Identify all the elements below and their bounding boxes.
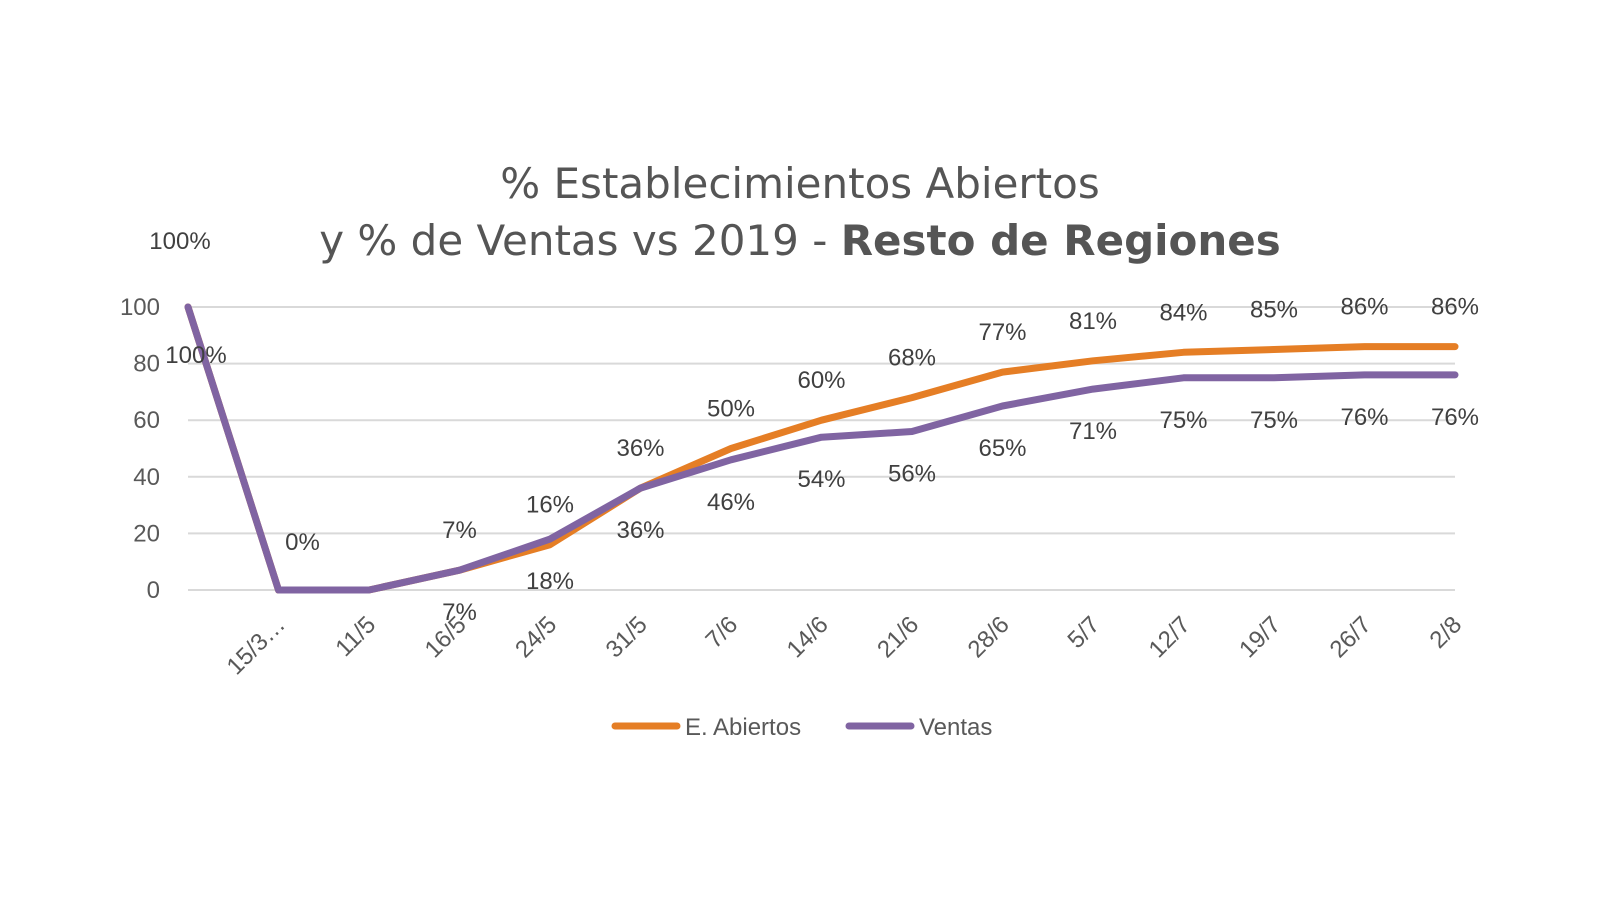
x-tick-label: 19/7: [1234, 611, 1286, 663]
data-label: 75%: [1159, 407, 1207, 434]
x-tick-label: 12/7: [1144, 611, 1196, 663]
x-tick-label: 31/5: [601, 611, 653, 663]
series-lines: [184, 303, 1459, 594]
y-tick-label: 0: [147, 577, 160, 604]
chart-title: % Establecimientos Abiertos y % de Venta…: [319, 159, 1281, 265]
data-label: 100%: [165, 342, 226, 369]
legend-label: E. Abiertos: [685, 714, 801, 741]
chart-title-line2-regular: y % de Ventas vs 2019 -: [319, 216, 841, 265]
data-label: 7%: [442, 517, 477, 544]
data-label: 81%: [1069, 308, 1117, 335]
legend-label: Ventas: [919, 714, 992, 741]
data-label: 76%: [1340, 404, 1388, 431]
data-label: 68%: [888, 345, 936, 372]
data-label: 50%: [707, 396, 755, 423]
x-tick-label: 5/7: [1063, 611, 1106, 654]
data-label: 77%: [978, 319, 1026, 346]
data-label: 86%: [1431, 294, 1479, 321]
x-tick-label: 2/8: [1425, 611, 1468, 654]
data-label: 56%: [888, 461, 936, 488]
data-label: 46%: [707, 489, 755, 516]
x-tick-label: 15/3…: [222, 611, 291, 680]
legend: E. Abiertos Ventas: [611, 714, 992, 741]
data-labels: 100% 0% 7% 16% 36% 50% 60% 68% 77% 81% 84% 85% 86% 86…: [149, 228, 1479, 626]
data-label: 36%: [616, 435, 664, 462]
data-label: 18%: [526, 568, 574, 595]
y-tick-label: 40: [133, 464, 160, 491]
data-label: 86%: [1340, 294, 1388, 321]
y-tick-label: 20: [133, 520, 160, 547]
data-label: 75%: [1250, 407, 1298, 434]
data-label: 36%: [616, 517, 664, 544]
data-label: 76%: [1431, 404, 1479, 431]
series-line-ventas: [184, 303, 1459, 594]
y-tick-label: 100: [120, 294, 160, 321]
data-label: 60%: [797, 367, 845, 394]
data-label: 71%: [1069, 418, 1117, 445]
chart-title-line2-bold: Resto de Regiones: [841, 216, 1281, 265]
x-tick-label: 28/6: [963, 611, 1015, 663]
x-tick-label: 26/7: [1325, 611, 1377, 663]
x-tick-label: 21/6: [872, 611, 924, 663]
series-line-e-abiertos: [184, 303, 1459, 594]
x-tick-label: 14/6: [782, 611, 834, 663]
x-tick-label: 11/5: [330, 611, 381, 662]
data-label: 54%: [797, 466, 845, 493]
data-label: 85%: [1250, 296, 1298, 323]
data-label: 16%: [526, 492, 574, 519]
data-label: 0%: [285, 529, 320, 556]
data-label: 7%: [442, 599, 477, 626]
y-tick-label: 80: [133, 351, 160, 378]
chart-title-line2: y % de Ventas vs 2019 - Resto de Regione…: [319, 216, 1281, 265]
data-label: 65%: [978, 435, 1026, 462]
y-tick-label: 60: [133, 407, 160, 434]
x-tick-label: 24/5: [510, 611, 562, 663]
x-tick-label: 7/6: [701, 611, 744, 654]
x-axis-tick-labels: 15/3… 11/5 16/5 24/5 31/5 7/6 14/6 21/6 28/6 5/7 1…: [222, 611, 1468, 680]
chart-title-line1: % Establecimientos Abiertos: [500, 159, 1099, 208]
gridlines: [188, 306, 1455, 591]
data-label: 100%: [149, 228, 210, 255]
y-axis-tick-labels: 0 20 40 60 80 100: [120, 294, 160, 604]
data-label: 84%: [1159, 299, 1207, 326]
